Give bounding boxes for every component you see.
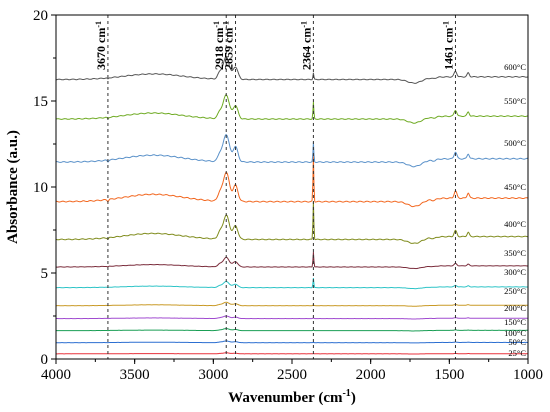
peak-label: 2364 cm-1 [299,21,313,70]
temperature-label: 300°C [504,267,526,277]
series-line [56,251,528,270]
x-axis-title-tail: ) [351,390,356,406]
x-tick-label: 3000 [198,367,228,383]
x-axis-ticks: 4000 3500 3000 2500 2000 1500 1000 [41,359,543,383]
temperature-label: 200°C [504,303,526,313]
x-tick-label: 2000 [356,367,386,383]
y-tick-label: 10 [33,180,48,196]
peak-label: 1461 cm-1 [442,21,456,70]
y-axis-title: Absorbance (a.u.) [5,130,21,244]
temperature-label: 25°C [508,348,526,358]
series-group [55,56,529,355]
temperature-label: 50°C [508,337,526,347]
x-tick-label: 4000 [41,367,71,383]
peak-label: 2918 cm-1 [212,21,226,70]
temperature-label: 100°C [504,328,526,338]
temperature-label: 550°C [504,96,526,106]
temperature-label: 600°C [504,62,526,72]
series-line [55,154,529,208]
temperature-label: 150°C [504,317,526,327]
peak-label: 2859 cm-1 [222,21,236,70]
x-axis-title-sup: -1 [342,388,350,399]
series-line [56,277,529,290]
x-tick-label: 3500 [120,367,150,383]
x-tick-label: 2500 [277,367,307,383]
y-axis-ticks: 0 5 10 15 20 [33,8,56,368]
series-line [55,134,529,168]
series-line [55,340,528,344]
y-tick-label: 5 [41,266,49,282]
series-line [55,94,529,124]
series-line [56,301,529,307]
y-tick-label: 0 [41,352,49,368]
series-line [56,328,529,332]
x-axis-title-main: Wavenumber (cm [228,390,343,406]
series-line [55,315,528,320]
y-tick-label: 15 [33,94,48,110]
temperature-label: 250°C [504,286,526,296]
y-tick-label: 20 [33,8,48,24]
temperature-label: 350°C [504,248,526,258]
series-line [55,352,528,355]
series-line [55,56,529,84]
x-axis-title: Wavenumber (cm-1) [228,388,356,406]
peak-label: 3670 cm-1 [94,21,108,70]
temperature-label: 400°C [504,219,526,229]
x-tick-label: 1000 [513,367,543,383]
series-line [55,201,529,244]
temperature-label: 450°C [504,182,526,192]
temperature-label: 500°C [504,138,526,148]
x-tick-label: 1500 [434,367,464,383]
